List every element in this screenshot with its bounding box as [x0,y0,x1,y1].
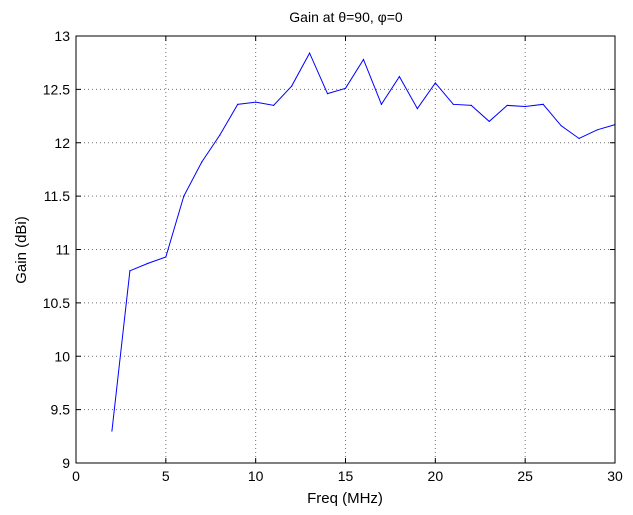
chart-title: Gain at θ=90, φ=0 [289,9,403,25]
axis-ticks: 0 5 10 15 20 25 30 9 9.5 10 10.5 11 11.5 12 12.5 13 [43,28,623,484]
x-tick-label: 5 [162,468,170,484]
gain-point [380,103,383,105]
gain-point [129,270,131,272]
gain-point [111,430,113,432]
gain-point [291,85,293,87]
y-tick-label: 12 [54,135,70,151]
gain-point [183,195,185,197]
gain-point [416,107,418,110]
x-tick-label: 30 [607,468,623,484]
y-tick-label: 9.5 [51,402,71,418]
gain-point [219,134,221,136]
gain-point [308,52,311,54]
gain-point [560,125,562,127]
y-tick-label: 12.5 [43,81,70,97]
gain-point [542,103,544,105]
data-series [111,51,616,432]
x-tick-label: 25 [517,468,533,484]
gain-point [362,58,365,61]
gain-point [596,129,598,131]
gain-point [488,120,490,122]
x-tick-label: 20 [428,468,444,484]
y-tick-label: 11.5 [44,188,70,204]
theta-symbol: θ [338,9,346,25]
y-axis-label: Gain (dBi) [13,216,30,284]
gain-point [524,105,526,108]
gain-point [344,87,347,89]
gain-point [165,256,167,258]
gain-point [452,103,454,105]
gain-point [273,104,275,106]
gain-point [255,101,257,103]
gain-point [506,104,508,106]
x-axis-label: Freq (MHz) [307,490,383,507]
gain-point [147,262,149,264]
x-tick-label: 15 [338,468,354,484]
gain-point [237,103,239,105]
plot-frame [75,35,616,464]
gain-point [578,137,580,140]
y-tick-label: 9 [62,455,70,471]
y-tick-label: 10 [54,348,70,364]
x-tick-label: 0 [72,468,80,484]
gain-point [470,104,472,106]
x-tick-label: 10 [248,468,264,484]
y-tick-label: 10.5 [43,295,70,311]
plot-area [75,35,616,464]
gain-point [398,75,400,78]
y-tick-label: 13 [54,28,70,44]
gain-point [201,161,203,163]
gain-point [434,82,436,84]
phi-symbol: φ [378,9,387,25]
gain-point [326,93,329,95]
y-tick-label: 11 [55,242,70,258]
